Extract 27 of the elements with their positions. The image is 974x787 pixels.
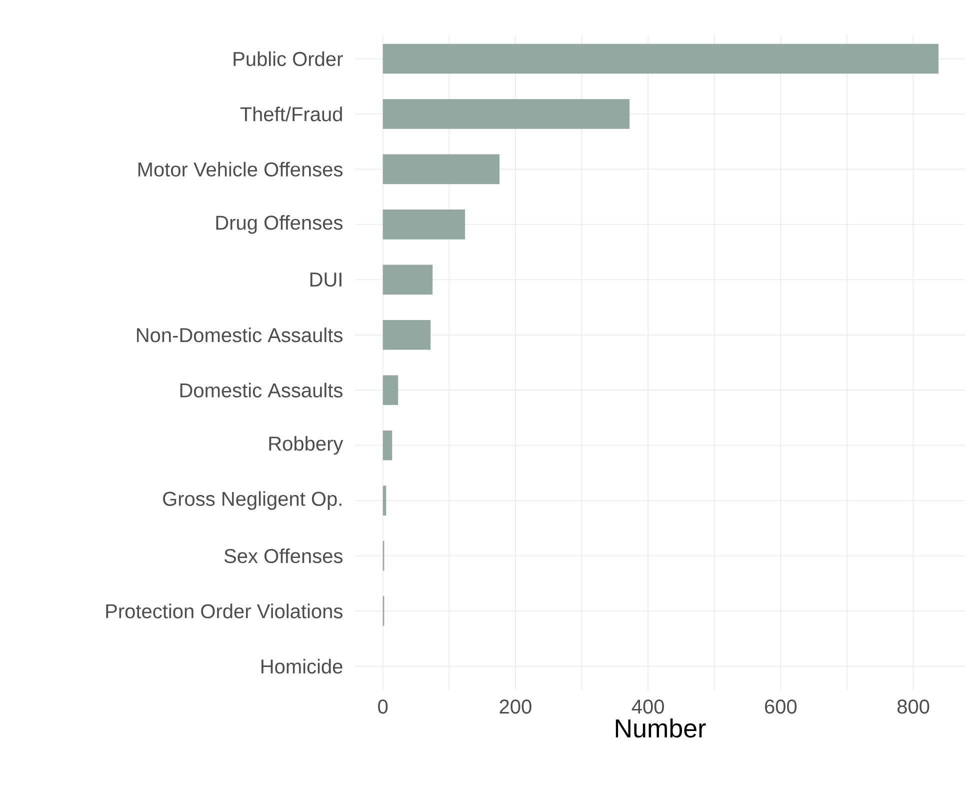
y-tick-label: Protection Order Violations — [106, 604, 342, 618]
bar — [382, 99, 630, 129]
y-tick-label: Motor Vehicle Offenses — [138, 162, 342, 177]
x-axis-title: Number — [616, 718, 706, 738]
x-tick-label: 800 — [897, 700, 930, 714]
y-tick-label: Homicide — [262, 658, 342, 674]
y-tick-label: Public Order — [234, 51, 343, 66]
bar — [382, 154, 500, 184]
y-tick-label: DUI — [310, 272, 342, 287]
y-tick-label: Non-Domestic Assaults — [137, 328, 342, 342]
bar — [382, 430, 392, 460]
y-tick-label: Drug Offenses — [216, 215, 343, 234]
bar — [382, 44, 938, 74]
y-tick-label: Robbery — [269, 436, 344, 455]
y-tick-label: Theft/Fraud — [240, 106, 342, 122]
y-tick-label: Gross Negligent Op. — [163, 491, 342, 510]
x-tick-label: 600 — [765, 700, 797, 714]
bar — [382, 210, 466, 240]
y-tick-label: Domestic Assaults — [180, 382, 342, 398]
bar — [382, 320, 431, 350]
x-tick-label: 200 — [500, 700, 532, 714]
bar — [382, 264, 433, 295]
y-tick-label: Sex Offenses — [224, 548, 343, 564]
bar — [382, 486, 386, 516]
x-tick-label: 0 — [378, 700, 388, 714]
bar — [382, 375, 398, 406]
x-tick-label: 400 — [632, 700, 664, 714]
